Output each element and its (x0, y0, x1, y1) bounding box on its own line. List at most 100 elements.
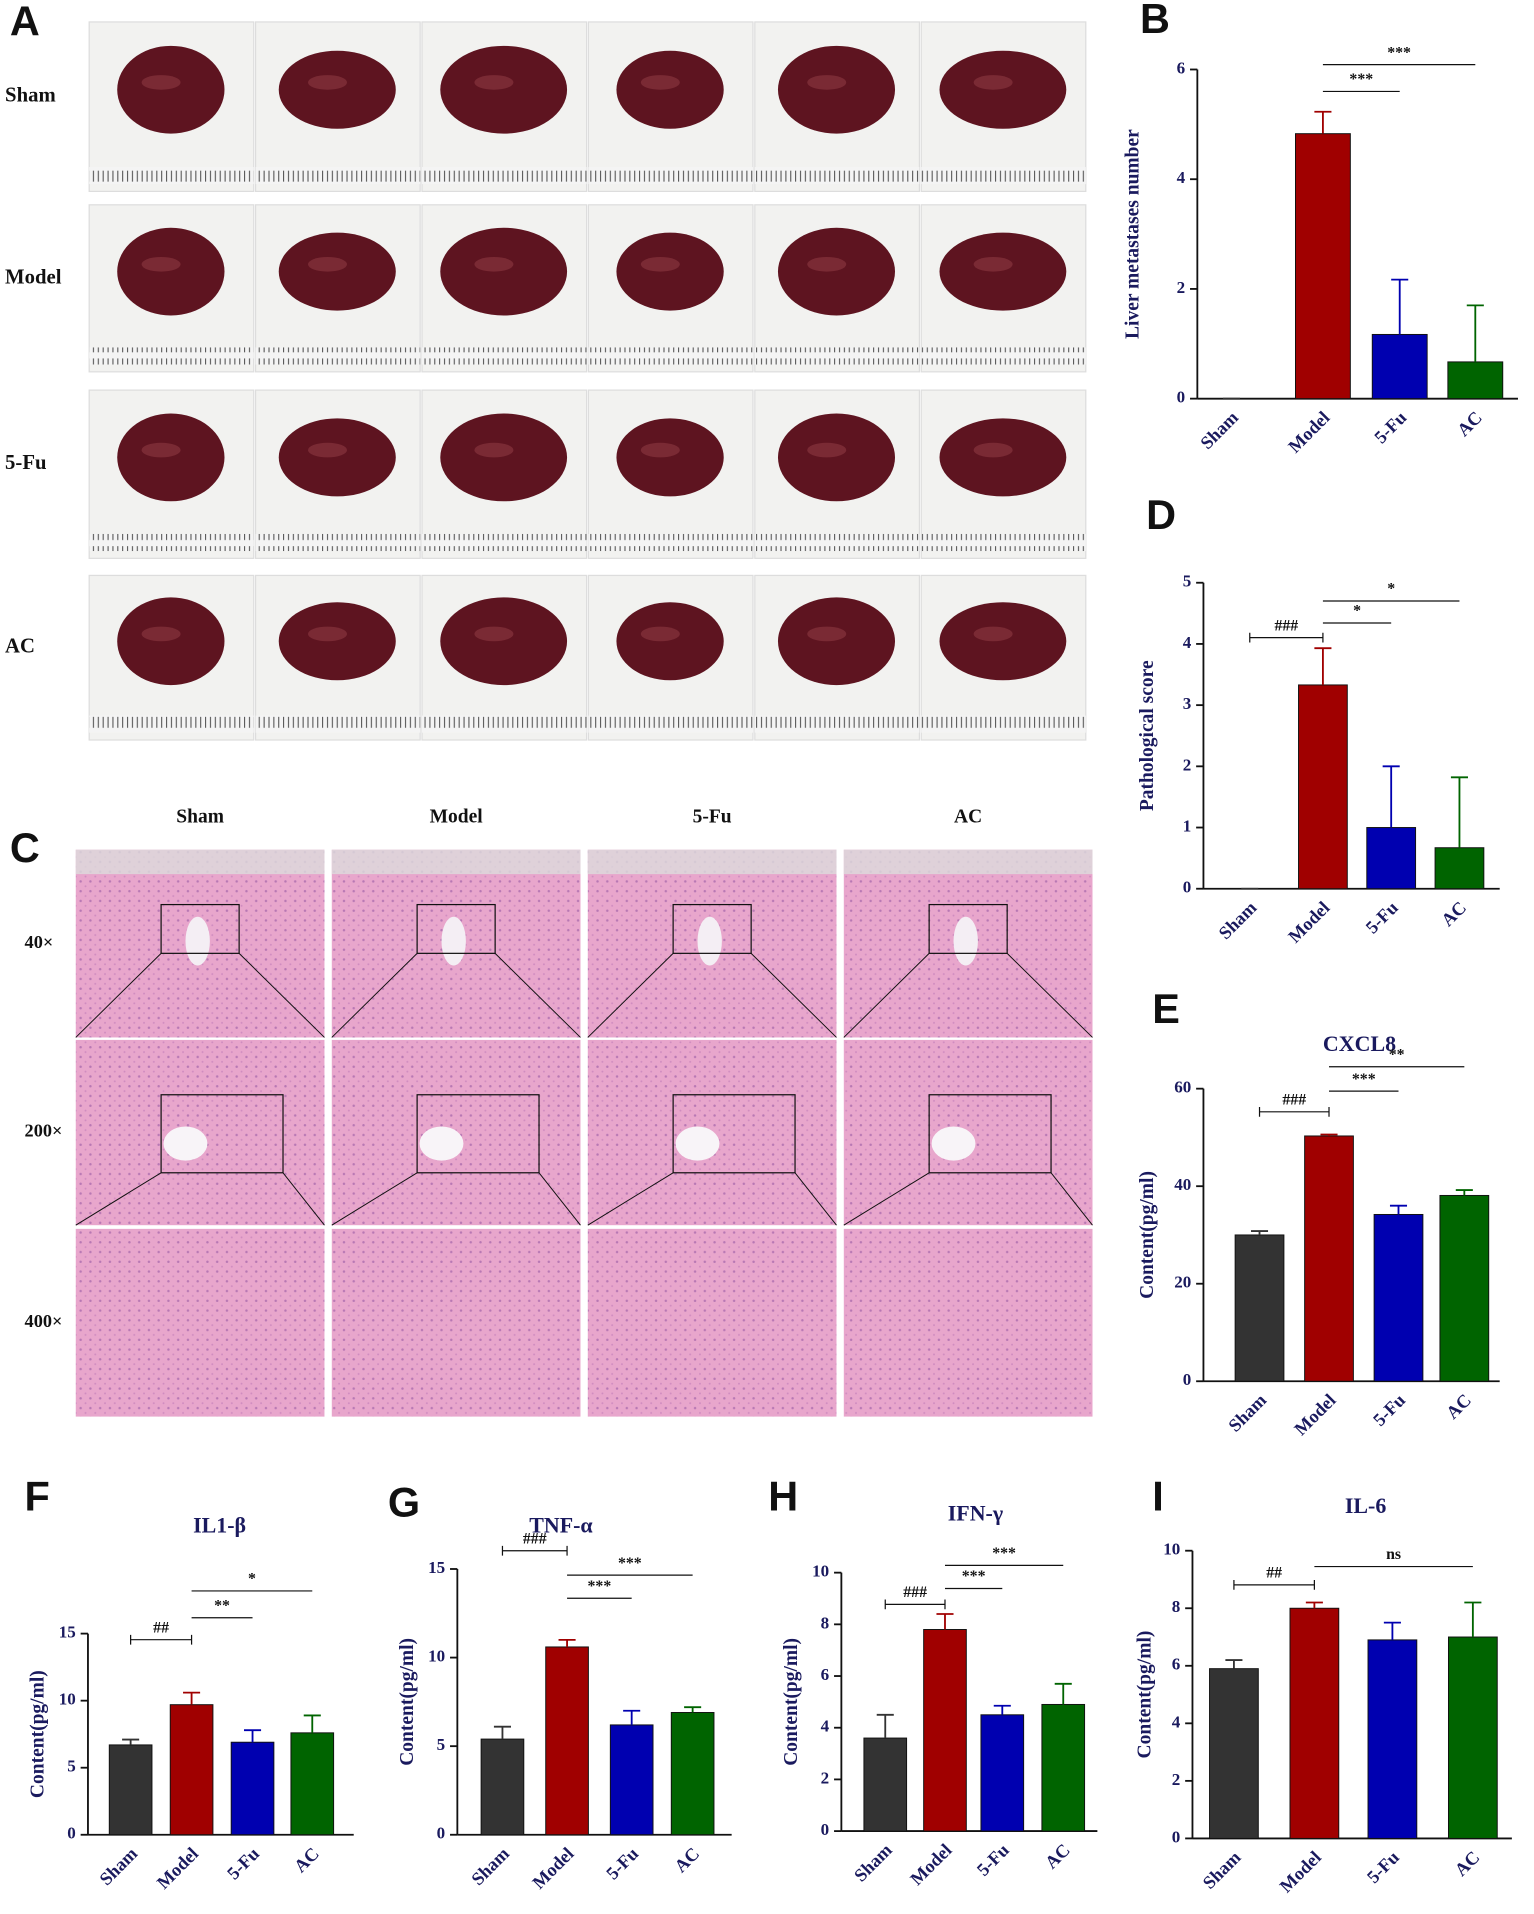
y-tick-label: 2 (821, 1768, 830, 1787)
significance-label: ### (903, 1584, 927, 1601)
y-axis-label: Liver metastases number (1122, 129, 1143, 339)
x-tick-label: 5-Fu (602, 1843, 642, 1883)
y-tick-label: 0 (1172, 1827, 1181, 1846)
liver-shine (474, 442, 514, 458)
y-tick-label: 10 (59, 1690, 76, 1709)
y-tick-label: 4 (1172, 1712, 1181, 1731)
zoom-line (494, 952, 581, 1038)
y-tick-label: 6 (1172, 1655, 1181, 1674)
bar (230, 1741, 275, 1836)
zoom-line (750, 952, 837, 1038)
y-tick-label: 10 (1163, 1540, 1180, 1559)
background (75, 849, 325, 875)
liver (616, 602, 724, 681)
panel-letter: I (1152, 1472, 1164, 1519)
y-tick-label: 2 (1172, 1770, 1181, 1789)
liver (939, 50, 1067, 129)
significance-label: *** (1352, 1071, 1376, 1088)
error-bar (1466, 304, 1484, 362)
significance-label: ### (1282, 1091, 1306, 1108)
zoom-box (672, 1094, 796, 1174)
liver (939, 232, 1067, 311)
error-bar (1382, 765, 1400, 828)
y-tick-label: 3 (1183, 694, 1192, 713)
y-tick-label: 2 (1183, 755, 1192, 774)
ruler (421, 715, 587, 733)
error-bar (122, 1738, 140, 1745)
error-bar (1450, 776, 1468, 848)
significance-label: ns (1386, 1546, 1401, 1563)
ruler (89, 715, 254, 733)
liver (777, 227, 896, 316)
significance-label: *** (1349, 71, 1373, 88)
liver-shine (141, 75, 181, 90)
error-bar (303, 1714, 321, 1733)
ruler (588, 167, 753, 185)
ruler (754, 533, 920, 552)
micrograph (331, 1228, 581, 1417)
liver (616, 50, 724, 129)
liver (440, 227, 568, 316)
liver (117, 227, 225, 316)
y-tick-label: 15 (59, 1623, 76, 1642)
ruler (421, 533, 587, 552)
x-tick-label: 5-Fu (223, 1843, 263, 1883)
y-tick-label: 5 (437, 1735, 446, 1754)
zoom-line (538, 1172, 581, 1226)
error-bar (1383, 1621, 1401, 1640)
error-bar (1314, 110, 1332, 134)
zoom-line (331, 952, 418, 1038)
y-axis-label: Pathological score (1137, 660, 1158, 811)
y-tick-label: 2 (1177, 278, 1186, 297)
bar (1447, 361, 1504, 400)
liver-shine (308, 442, 348, 458)
panel-letter: B (1140, 0, 1170, 42)
y-tick-label: 5 (67, 1757, 76, 1776)
significance-label: ** (214, 1597, 230, 1614)
error-bar (623, 1709, 641, 1725)
liver (939, 418, 1067, 497)
panel-letter: A (10, 0, 40, 44)
ruler (89, 347, 254, 365)
y-tick-label: 4 (1177, 168, 1186, 187)
ruler (921, 715, 1086, 733)
liver (117, 597, 225, 686)
liver (777, 413, 896, 502)
x-tick-label: 5-Fu (1363, 1847, 1403, 1887)
significance-bracket (884, 1599, 946, 1610)
y-tick-label: 0 (1183, 1370, 1192, 1389)
ruler (89, 167, 254, 185)
liver-shine (973, 442, 1013, 458)
zoom-line (282, 1172, 325, 1226)
column-label: Sham (176, 806, 224, 827)
y-tick-label: 4 (821, 1717, 830, 1736)
ruler (588, 347, 753, 365)
error-bar (1391, 278, 1409, 335)
y-axis-label: Content(pg/ml) (397, 1638, 418, 1766)
panel-letter: D (1146, 491, 1176, 538)
row-label: 200× (25, 1121, 63, 1141)
x-tick-label: AC (1041, 1840, 1074, 1873)
liver-shine (141, 442, 181, 458)
liver (440, 597, 568, 686)
x-tick-label: AC (1442, 1390, 1475, 1423)
y-tick-label: 0 (67, 1824, 76, 1843)
chart-title: IFN-γ (948, 1500, 1003, 1525)
liver-shine (640, 256, 680, 272)
row-label: Model (5, 266, 62, 288)
x-tick-label: Sham (1199, 1847, 1245, 1893)
zoom-box (672, 903, 752, 954)
significance-bracket (1233, 1579, 1315, 1590)
zoom-line (238, 952, 325, 1038)
photo (254, 389, 421, 559)
vessel (953, 916, 978, 966)
y-tick-label: 0 (1177, 388, 1186, 407)
row-label: AC (5, 636, 35, 658)
y-tick-label: 0 (821, 1820, 830, 1839)
bar (1447, 1636, 1498, 1839)
chart-title: IL-6 (1345, 1493, 1386, 1518)
error-bar (1054, 1682, 1072, 1705)
liver-shine (474, 626, 514, 642)
error-bar (1305, 1601, 1323, 1609)
error-bar (493, 1725, 511, 1740)
